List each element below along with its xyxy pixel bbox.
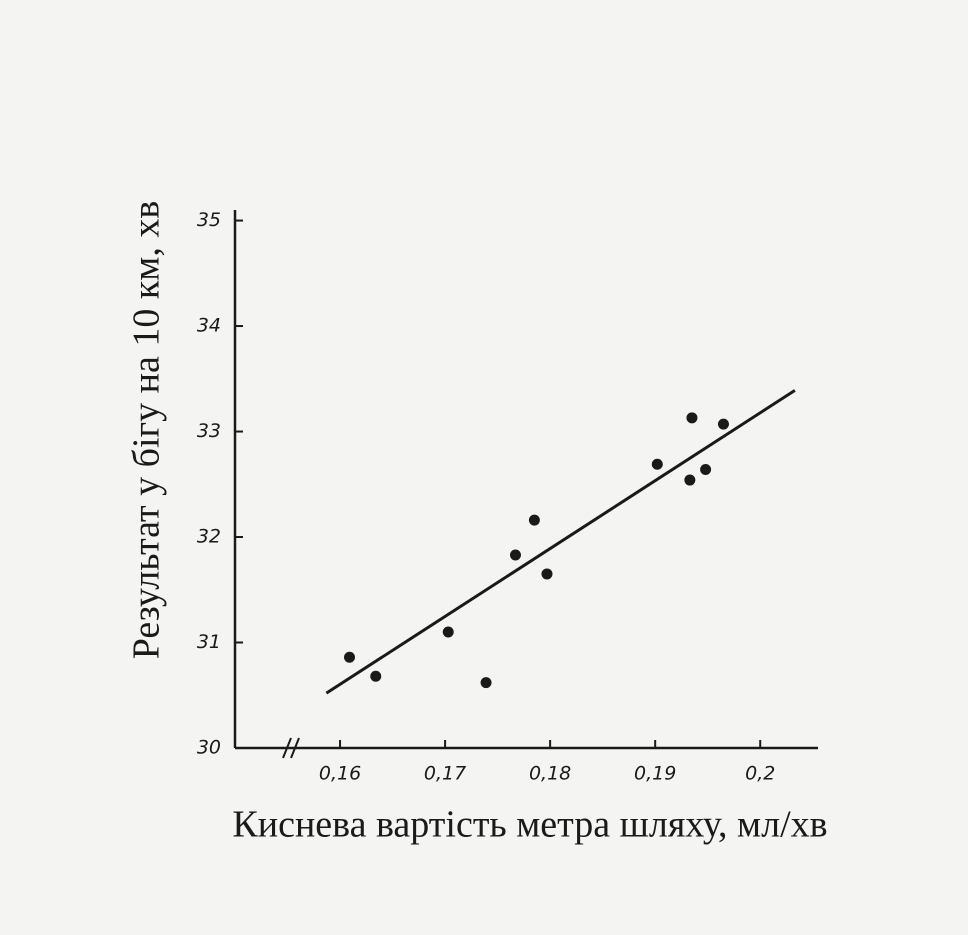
y-tick-label: 33 xyxy=(197,420,221,442)
x-tick-label: 0,18 xyxy=(529,763,571,785)
point xyxy=(480,677,492,689)
point xyxy=(442,626,454,638)
y-tick-label: 34 xyxy=(197,315,221,337)
y-tick-label: 32 xyxy=(197,526,221,548)
point xyxy=(343,651,355,663)
point xyxy=(684,474,696,486)
y-tick-label: 30 xyxy=(197,737,221,759)
x-tick-label: 0,19 xyxy=(634,763,676,785)
y-tick-label: 31 xyxy=(197,631,221,653)
point xyxy=(717,418,729,430)
point xyxy=(509,549,521,561)
x-tick-label: 0,17 xyxy=(424,763,466,785)
y-tick-label: 35 xyxy=(197,209,221,231)
point xyxy=(370,670,382,682)
trend-line xyxy=(325,389,796,695)
point xyxy=(686,412,698,424)
x-axis-label: Киснева вартість метра шляху, мл/хв xyxy=(232,804,827,846)
y-axis-label: Результат у бігу на 10 км, хв xyxy=(126,201,168,660)
point xyxy=(700,464,712,476)
point xyxy=(541,568,553,580)
x-tick-label: 0,16 xyxy=(319,763,361,785)
point xyxy=(651,458,663,470)
x-tick-label: 0,2 xyxy=(745,763,775,785)
axis-break xyxy=(282,737,300,759)
point xyxy=(528,514,540,526)
